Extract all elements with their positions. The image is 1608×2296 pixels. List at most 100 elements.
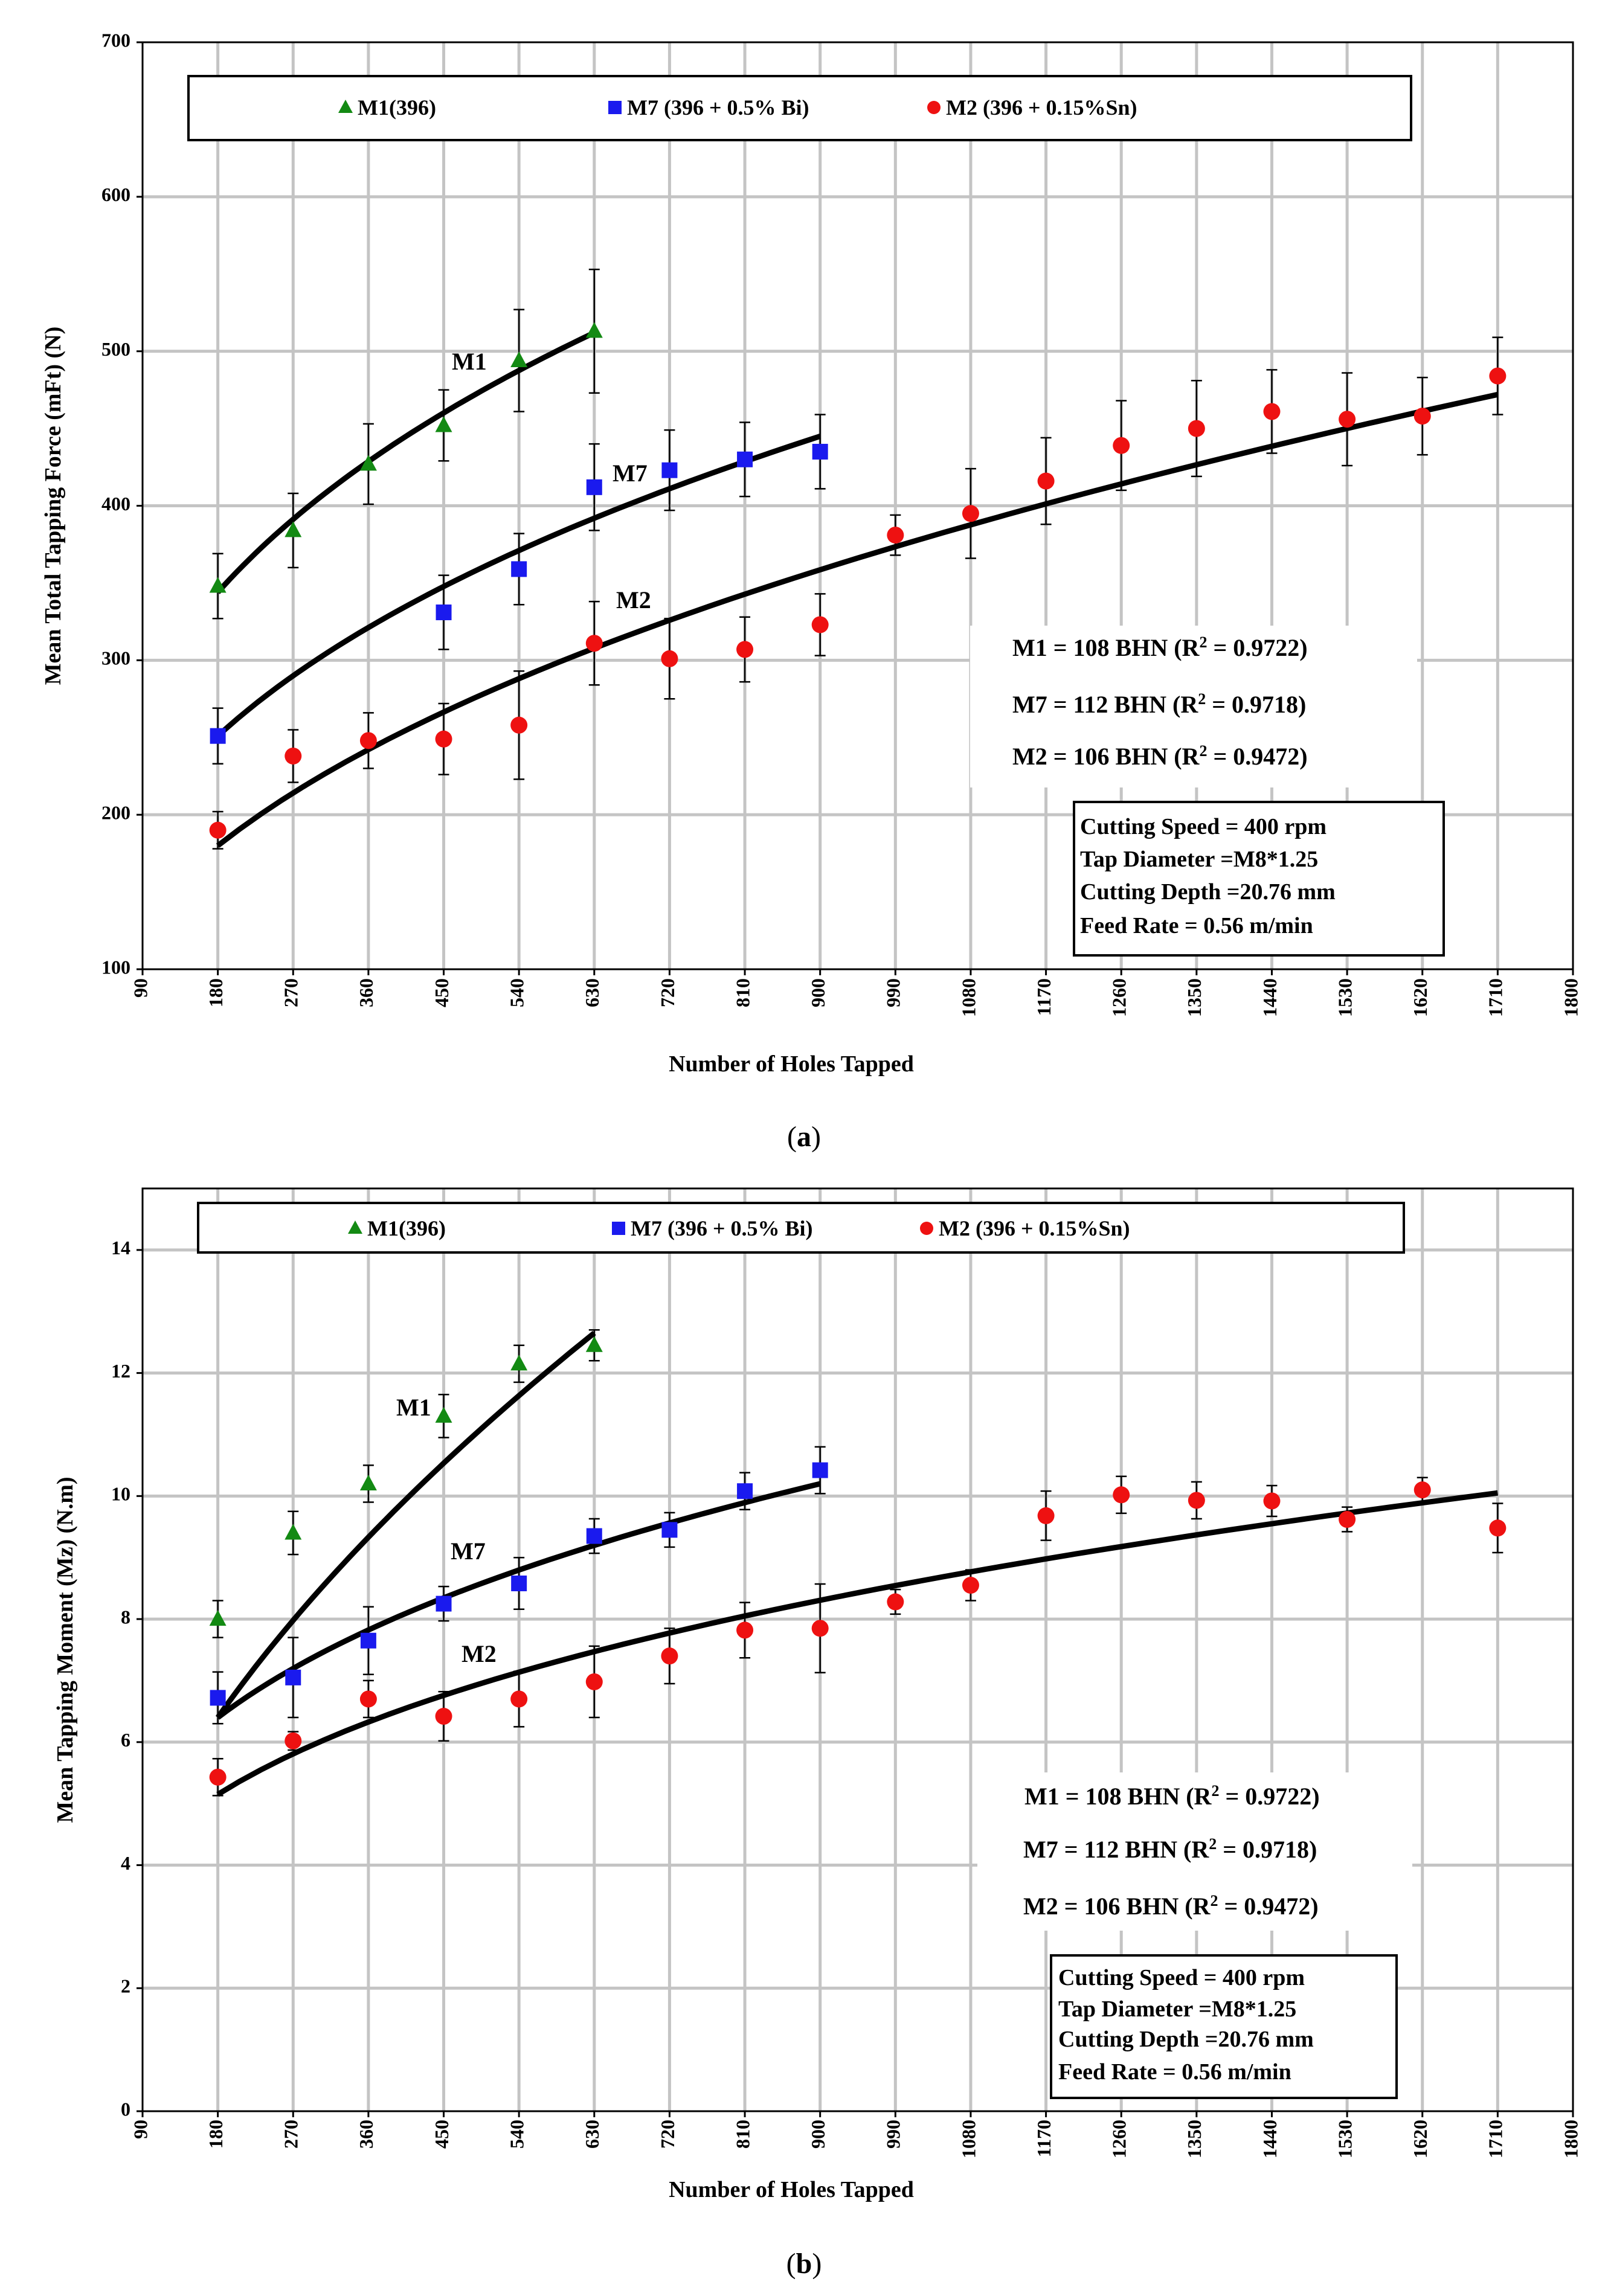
legend-circle-icon (927, 101, 941, 114)
y-tick-label: 0 (121, 2098, 130, 2120)
data-point-m2 (661, 1647, 678, 1665)
hardness-annotation: M1 = 108 BHN (R2 = 0.9722) (1012, 633, 1308, 662)
y-tick-label: 12 (111, 1360, 130, 1382)
chart-panel-a: 90 180 270 360 450 540 630 720 810 900 990 1080 1170… (40, 29, 1581, 1153)
conditions-box (1050, 1954, 1398, 2099)
data-point-m1 (359, 455, 377, 471)
data-point-m2 (1339, 411, 1356, 428)
data-point-m2 (285, 1732, 302, 1749)
y-tick-label: 4 (121, 1852, 130, 1874)
annotation-text: M2 = 106 BHN (R (1023, 1893, 1211, 1920)
hardness-annotation: M1 = 108 BHN (R2 = 0.9722) (1024, 1782, 1320, 1810)
data-point-m2 (1113, 437, 1130, 454)
legend-box (197, 1202, 1405, 1254)
fit-curve-m2 (216, 391, 1499, 848)
legend-entry: M2 (396 + 0.15%Sn) (927, 95, 1137, 120)
data-point-m7 (285, 1669, 301, 1685)
legend-label: M2 (396 + 0.15%Sn) (946, 95, 1137, 120)
data-point-m7 (737, 1483, 753, 1499)
data-point-m2 (209, 1768, 227, 1786)
x-tick-label: 1710 (1485, 2120, 1507, 2158)
fit-curve-m2 (216, 1490, 1498, 1797)
x-tick-label: 1080 (957, 978, 979, 1017)
data-point-m2 (1188, 1492, 1205, 1509)
fit-curve-m1 (215, 1330, 596, 1719)
x-tick-label: 1170 (1033, 2120, 1055, 2157)
caption-letter: a (797, 1121, 811, 1153)
hardness-annotation: M7 = 112 BHN (R2 = 0.9718) (1023, 1835, 1317, 1864)
x-tick-label: 1620 (1409, 978, 1431, 1017)
x-axis-title: Number of Holes Tapped (669, 2177, 914, 2202)
superscript-two: 2 (1211, 1782, 1219, 1800)
data-point-m7 (661, 1522, 678, 1538)
x-tick-label: 900 (807, 978, 829, 1007)
annotation-value: = 0.9718) (1206, 691, 1306, 718)
annotation-value: = 0.9718) (1217, 1836, 1317, 1863)
data-point-m2 (1263, 1492, 1281, 1510)
superscript-two: 2 (1209, 1835, 1217, 1853)
x-tick-label: 540 (506, 978, 528, 1007)
data-point-m7 (511, 1575, 527, 1591)
hardness-annotation: M2 = 106 BHN (R2 = 0.9472) (1012, 742, 1308, 771)
x-tick-label: 360 (355, 2120, 377, 2149)
conditions-box (1073, 801, 1445, 957)
data-point-m1 (510, 1355, 528, 1371)
caption-close: ) (812, 2248, 822, 2280)
legend-circle-icon (920, 1222, 933, 1235)
x-tick-label: 450 (431, 2120, 452, 2149)
legend-label: M1(396) (367, 1216, 446, 1240)
x-tick-label: 1260 (1108, 2120, 1130, 2158)
data-point-m1 (510, 351, 528, 368)
hardness-annotation: M2 = 106 BHN (R2 = 0.9472) (1023, 1892, 1319, 1920)
plot-frame (141, 1187, 1574, 2112)
y-axis-title: Mean Total Tapping Force (mFt) (N) (40, 327, 66, 685)
condition-line: Tap Diameter =M8*1.25 (1058, 1996, 1296, 2022)
data-point-m7 (661, 462, 678, 478)
condition-line: Feed Rate = 0.56 m/min (1080, 913, 1313, 938)
annotation-value: = 0.9722) (1207, 634, 1307, 661)
x-tick-label: 1710 (1485, 978, 1507, 1017)
superscript-two: 2 (1198, 690, 1206, 708)
x-tick-label: 360 (355, 978, 377, 1007)
data-point-m1 (209, 1610, 227, 1626)
x-axis-title: Number of Holes Tapped (669, 1051, 914, 1077)
data-point-m1 (285, 521, 302, 537)
x-tick-label: 90 (129, 978, 151, 998)
annotation-text: M1 = 108 BHN (R (1012, 634, 1200, 661)
legend-box (187, 75, 1412, 141)
data-point-m2 (435, 730, 452, 748)
data-point-m2 (510, 1690, 528, 1708)
data-point-m2 (1413, 408, 1431, 425)
y-tick-label: 100 (101, 956, 130, 978)
data-point-m2 (585, 1673, 603, 1690)
legend-square-icon (612, 1222, 625, 1235)
data-point-m2 (285, 747, 302, 765)
superscript-two: 2 (1199, 742, 1207, 760)
data-point-m2 (1489, 367, 1507, 385)
y-tick-label: 6 (121, 1729, 130, 1751)
x-tick-label: 270 (280, 978, 302, 1007)
legend-label: M7 (396 + 0.5% Bi) (631, 1216, 812, 1240)
data-point-m2 (1339, 1511, 1356, 1528)
x-tick-label: 900 (807, 2120, 829, 2149)
fit-curve-m1 (216, 330, 596, 594)
condition-line: Feed Rate = 0.56 m/min (1058, 2059, 1291, 2085)
curve-label-m7: M7 (613, 460, 648, 487)
x-tick-label: 720 (657, 978, 678, 1007)
annotation-text: M7 = 112 BHN (R (1012, 691, 1198, 718)
y-tick-label: 200 (101, 802, 130, 824)
x-tick-label: 1800 (1560, 2120, 1581, 2158)
x-tick-label: 1800 (1560, 978, 1581, 1017)
x-tick-label: 990 (883, 2120, 904, 2149)
y-tick-label: 600 (101, 184, 130, 205)
condition-line: Cutting Depth =20.76 mm (1058, 2027, 1314, 2052)
data-point-m2 (811, 1620, 829, 1637)
x-tick-label: 1350 (1183, 2120, 1205, 2158)
data-point-m2 (359, 1690, 377, 1708)
data-point-m7 (812, 1462, 828, 1478)
panel-caption: (a) (787, 1121, 821, 1153)
data-point-m2 (1037, 1507, 1055, 1524)
data-point-m2 (736, 641, 754, 658)
legend-label: M7 (396 + 0.5% Bi) (627, 95, 809, 120)
